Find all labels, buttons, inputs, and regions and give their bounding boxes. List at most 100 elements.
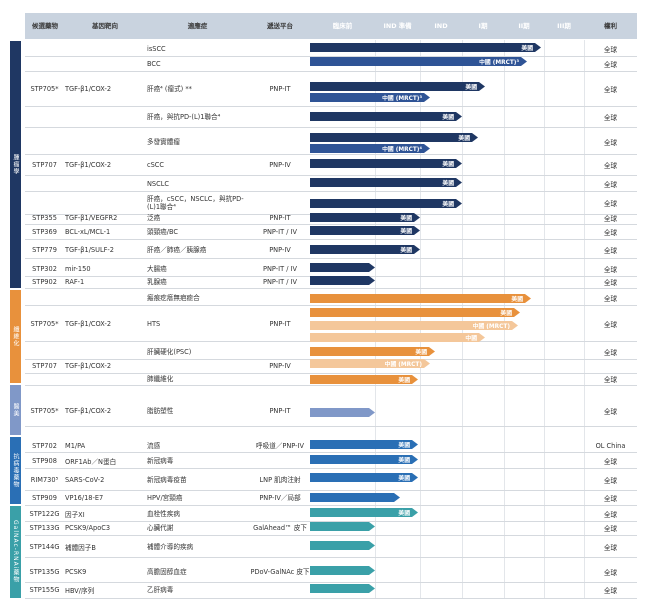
bar-label: 美國 [442,162,454,168]
rights-cell: 全球 [603,544,618,552]
progress-bar: 中國 (MRCT)³ [310,93,430,102]
progress-bar: 美國 [310,294,531,303]
candidate-cell: STP133G [29,524,60,532]
bar-label: 中國 (MRCT) [384,362,422,368]
platform-cell: PNP-IV [269,246,291,254]
platform-cell: PNP-IT / IV [263,278,297,286]
platform-cell: PNP-IT [269,214,291,222]
progress-bar: 美國 [310,82,485,91]
grid-line [584,40,585,598]
bar-label: 美國 [398,443,410,449]
row-divider [25,557,637,558]
progress-bar: 美國 [310,508,418,517]
bar-label: 美國 [400,248,412,254]
target-cell: 補體因子B [65,544,96,552]
candidate-cell: STP909 [32,494,57,502]
platform-cell: PNP-IV／局部 [259,494,301,502]
target-cell: TGF-β1/COX-2 [65,407,112,415]
candidate-cell: STP705* [30,407,59,415]
candidate-cell: STP779 [32,246,57,254]
indication-cell: 流感 [147,442,161,450]
grid-line [504,40,505,598]
grid-line [420,40,421,598]
row-divider [25,490,637,491]
indication-cell: 肝臟硬化(PSC) [147,348,192,356]
bar-label: 美國 [442,181,454,187]
header-indication: 適應症 [187,22,208,30]
row-divider [25,373,637,374]
bar-label: 美國 [398,511,410,517]
header-target: 基因靶向 [92,22,118,30]
row-divider [25,521,637,522]
row-divider [25,426,637,427]
candidate-cell: STP702 [32,442,57,450]
row-divider [25,154,637,155]
indication-cell: 乙肝病毒 [147,586,174,594]
progress-bar [310,522,375,531]
target-cell: TGF-β1/COX-2 [65,85,112,93]
rights-cell: 全球 [603,587,618,595]
bar-label: 美國 [400,216,412,222]
progress-bar: 美國 [310,347,435,356]
row-divider [25,224,637,225]
indication-cell: 脂肪塑性 [147,407,174,415]
candidate-cell: STP155G [29,586,60,594]
row-divider [25,258,637,259]
candidate-cell: STP355 [32,214,57,222]
bar-label: 美國 [400,229,412,235]
bar-label: 中國 (MRCT)³ [479,60,519,66]
indication-cell: 頭頸癌/BC [147,228,179,236]
bar-label: 美國 [398,378,410,384]
rights-cell: 全球 [603,458,618,466]
bar-label: 中國 (MRCT)³ [382,96,422,102]
rights-cell: 全球 [603,349,618,357]
platform-cell: PDoV-GalNAc 皮下 [250,568,310,576]
indication-cell: 高膽固醇血症 [147,568,187,576]
indication-cell: cSCC [147,161,165,169]
progress-bar: 美國 [310,178,462,187]
candidate-cell: STP908 [32,457,57,465]
indication-cell: 大腸癌 [147,265,167,273]
progress-bar [310,263,375,272]
bar-label: 美國 [398,476,410,482]
progress-bar [310,541,375,550]
progress-bar [310,584,375,593]
indication-cell: 泛癌 [147,214,161,222]
progress-bar: 中國 (MRCT)⁴ [310,144,430,153]
target-cell: TGF-β1/COX-2 [65,362,112,370]
progress-bar: 美國 [310,133,478,142]
row-divider [25,305,637,306]
header-platform: 遞送平台 [267,22,293,30]
target-cell: PCSK9/ApoC3 [65,524,111,532]
indication-cell: NSCLC [147,179,169,188]
category-oncology: 腫瘤學 [10,41,21,288]
candidate-cell: STP705* [30,85,59,93]
bar-label: 美國 [465,85,477,91]
rights-cell: 全球 [603,376,618,384]
rights-cell: 全球 [603,569,618,577]
progress-bar [310,493,400,502]
rights-cell: 全球 [603,279,618,287]
rights-cell: 全球 [603,477,618,485]
candidate-cell: STP369 [32,228,57,236]
indication-cell: BCC [147,60,161,68]
row-divider [25,191,637,192]
candidate-cell: RIM730⁵ [30,476,59,484]
row-divider [25,239,637,240]
platform-cell: PNP-IT / IV [263,265,297,273]
platform-cell: PNP-IT [269,407,291,415]
bar-label: 美國 [458,136,470,142]
indication-cell: HPV/宮頸癌 [147,494,183,502]
candidate-cell: STP707 [32,362,57,370]
rights-cell: 全球 [603,61,618,69]
category-galnac: GalNAc-RNAi藥物 [10,506,21,598]
bar-label: 中國 (MRCT) [472,324,510,330]
indication-cell: 多發實體瘤 [147,138,180,146]
row-divider [25,505,637,506]
indication-cell: 瘢痕疙瘩無疤癒合 [147,294,200,302]
rights-cell: 全球 [603,408,618,416]
progress-bar: 美國 [310,159,462,168]
candidate-cell: STP302 [32,265,57,273]
row-divider [25,106,637,107]
header-ind-prep: IND 準備 [383,22,412,30]
